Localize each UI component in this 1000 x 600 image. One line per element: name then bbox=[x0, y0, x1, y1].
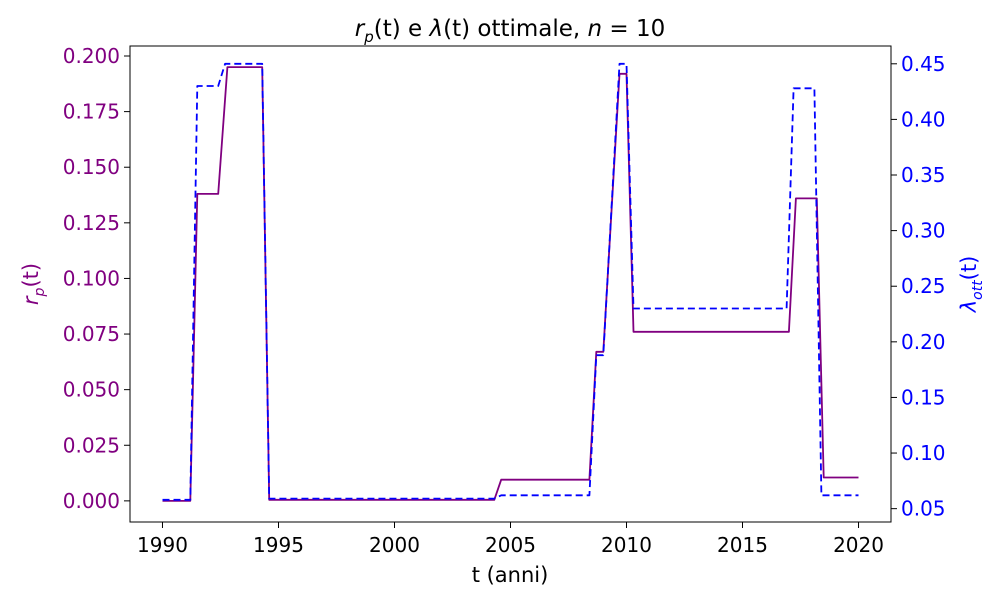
left-y-tick-label: 0.200 bbox=[63, 44, 120, 68]
left-y-tick-label: 0.000 bbox=[63, 489, 120, 513]
left-y-tick-label: 0.125 bbox=[63, 211, 120, 235]
x-tick-label: 2000 bbox=[369, 533, 420, 557]
series-line-lambda bbox=[162, 62, 859, 501]
left-y-tick-label: 0.025 bbox=[63, 433, 120, 457]
left-y-tick-label: 0.175 bbox=[63, 100, 120, 124]
x-tick-label: 2005 bbox=[485, 533, 536, 557]
x-tick-label: 1990 bbox=[137, 533, 188, 557]
chart-title: rp(t) e λ(t) ottimale, n = 10 bbox=[355, 16, 666, 46]
x-axis: 1990 1995 2000 2005 2010 2015 2020 bbox=[137, 522, 884, 557]
left-y-axis-label: rp(t) bbox=[19, 263, 48, 305]
right-y-tick-label: 0.45 bbox=[901, 52, 946, 76]
right-y-tick-label: 0.10 bbox=[901, 441, 946, 465]
x-tick-label: 2020 bbox=[833, 533, 884, 557]
series-line-rp bbox=[162, 66, 859, 502]
x-axis-label: t (anni) bbox=[472, 563, 549, 587]
plot-area bbox=[129, 45, 892, 523]
right-y-axis-label: λott(t) bbox=[957, 256, 986, 314]
right-y-tick-label: 0.05 bbox=[901, 497, 946, 521]
right-y-tick-label: 0.30 bbox=[901, 219, 946, 243]
series-layer bbox=[162, 62, 859, 502]
right-y-tick-label: 0.15 bbox=[901, 385, 946, 409]
x-tick-label: 1995 bbox=[253, 533, 304, 557]
right-y-tick-label: 0.25 bbox=[901, 274, 946, 298]
left-y-tick-label: 0.075 bbox=[63, 322, 120, 346]
right-y-axis: 0.05 0.10 0.15 0.20 0.25 0.30 0.35 0.40 0.45 bbox=[891, 52, 946, 521]
left-y-tick-label: 0.100 bbox=[63, 266, 120, 290]
right-y-tick-label: 0.20 bbox=[901, 330, 946, 354]
x-tick-label: 2010 bbox=[601, 533, 652, 557]
right-y-tick-label: 0.35 bbox=[901, 163, 946, 187]
left-y-tick-label: 0.150 bbox=[63, 155, 120, 179]
x-tick-label: 2015 bbox=[717, 533, 768, 557]
right-y-tick-label: 0.40 bbox=[901, 107, 946, 131]
left-y-axis: 0.000 0.025 0.050 0.075 0.100 0.125 0.150 0.175… bbox=[63, 44, 130, 513]
left-y-tick-label: 0.050 bbox=[63, 378, 120, 402]
